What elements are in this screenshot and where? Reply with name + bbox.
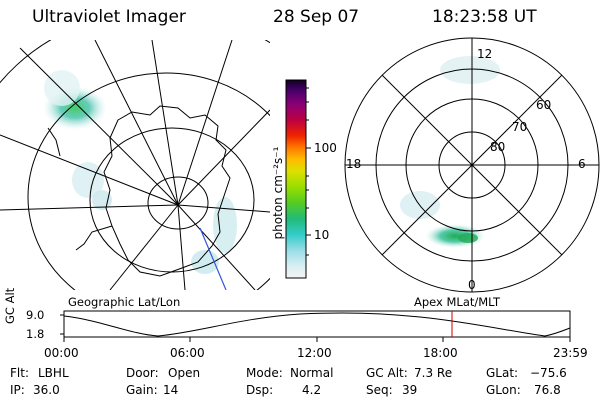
mlt-label-12: 12 xyxy=(477,47,493,61)
geographic-map xyxy=(0,40,270,290)
continent-outline xyxy=(103,105,231,277)
polar-mlt-plot xyxy=(344,37,600,293)
status-gain-value: 14 xyxy=(163,383,179,397)
status-ip-label: IP: xyxy=(10,383,25,397)
orbit-left-caption: Geographic Lat/Lon xyxy=(68,295,181,309)
mlat-label-80: 80 xyxy=(490,140,506,154)
status-gain-label: Gain: xyxy=(126,383,158,397)
intensity-colorbar xyxy=(285,79,307,279)
orbit-xtick-2359: 23:59 xyxy=(553,346,588,360)
status-mode-label: Mode: xyxy=(246,366,283,380)
orbit-ytick-top: 9.0 xyxy=(26,308,45,322)
orbit-xtick-0600: 06:00 xyxy=(170,346,205,360)
orbit-xtick-1200: 12:00 xyxy=(297,346,332,360)
mlat-label-70: 70 xyxy=(512,120,528,134)
status-ip-value: 36.0 xyxy=(33,383,60,397)
colorbar-tick-10: 10 xyxy=(314,228,330,242)
altitude-curve xyxy=(63,312,571,337)
colorbar-tick-100: 100 xyxy=(314,141,337,155)
instrument-title: Ultraviolet Imager xyxy=(32,7,186,27)
status-glon-value: 76.8 xyxy=(534,383,561,397)
observation-time: 18:23:58 UT xyxy=(432,7,537,27)
status-glon-label: GLon: xyxy=(486,383,521,397)
observation-date: 28 Sep 07 xyxy=(273,7,360,27)
status-seq-value: 39 xyxy=(402,383,418,397)
status-flt-value: LBHL xyxy=(38,366,69,380)
mlt-label-18: 18 xyxy=(346,157,362,171)
colorbar-unit-label: photon cm⁻²s⁻¹ xyxy=(271,146,285,240)
status-door-value: Open xyxy=(168,366,201,380)
status-gcalt-value: 7.3 Re xyxy=(414,366,453,380)
orbit-altitude-plot xyxy=(60,310,571,342)
status-door-label: Door: xyxy=(126,366,159,380)
orbit-ylabel: GC Alt xyxy=(3,287,17,324)
orbit-ytick-bottom: 1.8 xyxy=(26,327,45,341)
status-gcalt-label: GC Alt: xyxy=(366,366,408,380)
status-glat-label: GLat: xyxy=(486,366,519,380)
status-flt-label: Flt: xyxy=(10,366,29,380)
status-glat-value: −75.6 xyxy=(530,366,567,380)
orbit-xtick-1800: 18:00 xyxy=(423,346,458,360)
mlt-label-6: 6 xyxy=(578,157,586,171)
status-dsp-value: 4.2 xyxy=(302,383,322,397)
orbit-xtick-0000: 00:00 xyxy=(44,346,79,360)
mlat-label-60: 60 xyxy=(536,98,552,112)
mlt-label-0: 0 xyxy=(468,278,476,292)
orbit-right-caption: Apex MLat/MLT xyxy=(414,295,501,309)
status-dsp-label: Dsp: xyxy=(246,383,274,397)
status-mode-value: Normal xyxy=(290,366,334,380)
status-seq-label: Seq: xyxy=(366,383,393,397)
